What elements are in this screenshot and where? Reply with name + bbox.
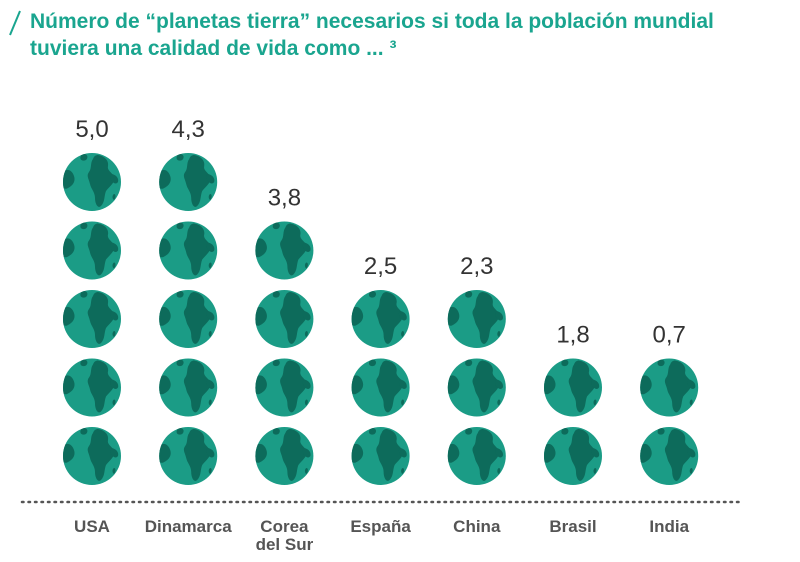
globe-icon	[253, 359, 313, 417]
value-label: 4,3	[172, 116, 205, 143]
chart-title: Número de “planetas tierra” necesarios s…	[30, 8, 800, 62]
globe-icon	[157, 359, 217, 417]
value-label: 2,3	[460, 253, 493, 280]
globe-icon	[157, 290, 217, 348]
value-label: 2,5	[364, 253, 397, 280]
chart-title-line-2: tuviera una calidad de vida como ... ³	[30, 37, 397, 60]
value-label: 5,0	[75, 116, 108, 143]
category-label: Dinamarca	[145, 517, 232, 536]
globe-icon	[253, 222, 313, 280]
globe-icon	[61, 222, 121, 280]
globe-icon	[350, 359, 410, 417]
value-label: 3,8	[268, 185, 301, 212]
category-label: España	[350, 517, 411, 536]
globe-icon	[446, 290, 506, 348]
globe-icon	[253, 290, 313, 348]
globe-icon	[157, 222, 217, 280]
value-label: 0,7	[653, 322, 686, 349]
globe-icon	[542, 359, 602, 417]
category-label: USA	[74, 517, 110, 536]
globe-icon	[61, 153, 121, 211]
category-label: China	[453, 517, 501, 536]
globe-icon	[61, 427, 121, 485]
globe-icon	[446, 427, 506, 485]
globe-icon	[350, 427, 410, 485]
globe-icon	[253, 427, 313, 485]
globe-icon	[61, 290, 121, 348]
category-label: Corea del Sur	[256, 517, 314, 554]
chart-title-line-1: Número de “planetas tierra” necesarios s…	[30, 10, 714, 33]
globe-icon	[446, 359, 506, 417]
value-label: 1,8	[556, 322, 589, 349]
title-slash-icon	[9, 10, 21, 36]
globe-icon	[350, 290, 410, 348]
globe-icon	[157, 427, 217, 485]
category-label: Brasil	[549, 517, 596, 536]
category-label: India	[649, 517, 689, 536]
globe-icon	[638, 359, 698, 417]
globe-icon	[542, 427, 602, 485]
globe-icon	[157, 153, 217, 211]
globe-icon	[638, 427, 698, 485]
globe-icon	[61, 359, 121, 417]
